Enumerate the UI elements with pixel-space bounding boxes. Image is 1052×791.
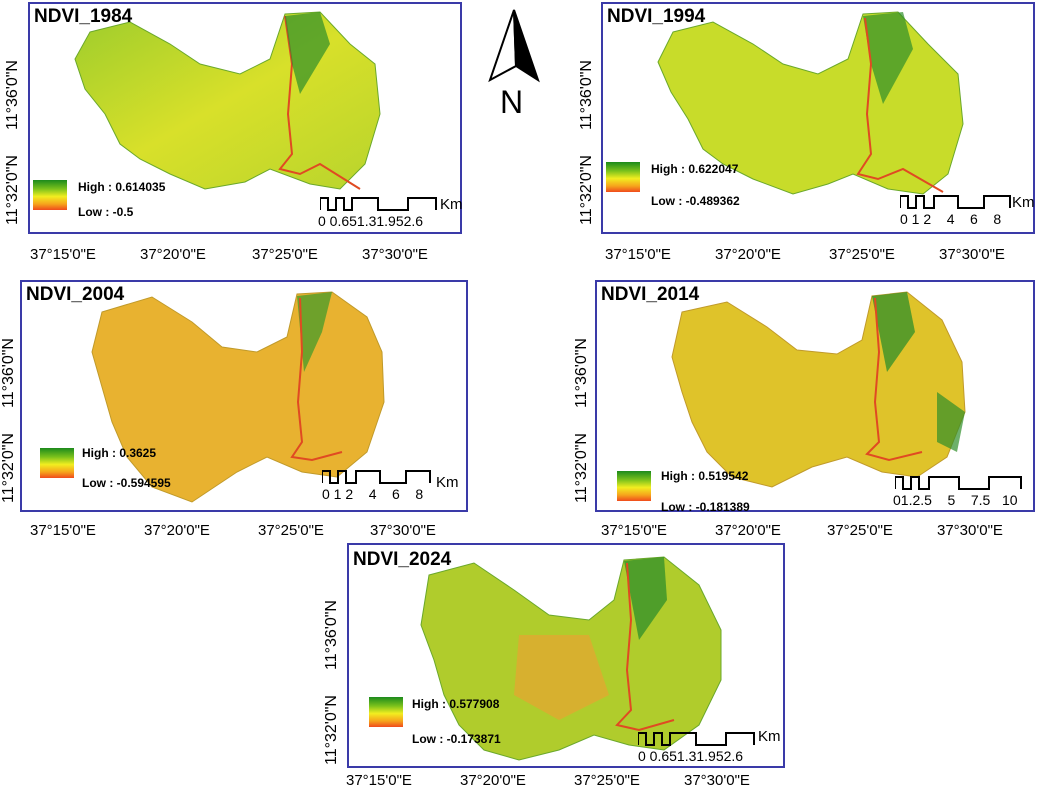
x-tick-label: 37°20'0"E xyxy=(715,246,781,263)
panel-title: NDVI_2024 xyxy=(353,549,452,570)
legend-swatch xyxy=(33,180,67,210)
x-tick-label: 37°15'0"E xyxy=(30,246,96,263)
x-tick-label: 37°30'0"E xyxy=(362,246,428,263)
scale-labels: 0 1 2 4 6 8 xyxy=(900,211,1002,227)
scale-bar xyxy=(638,732,755,746)
y-tick-label-bottom: 11°32'0"N xyxy=(0,433,17,503)
scale-bar xyxy=(322,470,431,484)
scale-labels: 01.2.5 5 7.5 10 xyxy=(893,492,1018,508)
map-frame xyxy=(347,543,785,768)
y-tick-label-bottom: 11°32'0"N xyxy=(573,433,590,503)
north-arrow-label: N xyxy=(500,84,524,120)
panel-title: NDVI_2014 xyxy=(601,284,700,305)
legend-low: Low : -0.489362 xyxy=(651,194,740,208)
map-panel-1984: 11°36'0"N 11°32'0"N 37°15'0"E 37°20'0"E … xyxy=(0,0,470,270)
x-tick-label: 37°20'0"E xyxy=(715,522,781,539)
y-tick-label-bottom: 11°32'0"N xyxy=(578,155,595,225)
x-tick-label: 37°30'0"E xyxy=(939,246,1005,263)
x-tick-label: 37°25'0"E xyxy=(258,522,324,539)
scale-unit: Km xyxy=(440,196,463,213)
legend-low: Low : -0.5 xyxy=(78,205,134,219)
panel-title: NDVI_1994 xyxy=(607,6,706,27)
scale-bar xyxy=(900,195,1011,209)
map-frame xyxy=(20,280,468,512)
ndvi-map-1984 xyxy=(74,11,381,190)
legend-swatch xyxy=(617,471,651,501)
y-tick-label-bottom: 11°32'0"N xyxy=(4,155,21,225)
north-arrow-icon xyxy=(488,9,540,83)
map-panel-2024: 11°36'0"N 11°32'0"N 37°15'0"E 37°20'0"E … xyxy=(320,540,790,791)
legend-swatch xyxy=(40,448,74,478)
x-tick-label: 37°15'0"E xyxy=(30,522,96,539)
y-tick-label-top: 11°36'0"N xyxy=(573,338,590,408)
scale-labels: 0 1 2 4 6 8 xyxy=(322,486,424,502)
y-tick-label-bottom: 11°32'0"N xyxy=(323,695,340,765)
map-frame xyxy=(595,280,1035,512)
legend-high: High : 0.614035 xyxy=(78,180,166,194)
x-tick-label: 37°15'0"E xyxy=(601,522,667,539)
legend-low: Low : -0.181389 xyxy=(661,500,750,514)
x-tick-label: 37°25'0"E xyxy=(827,522,893,539)
legend-swatch xyxy=(606,162,640,192)
scale-unit: Km xyxy=(758,728,781,745)
ndvi-map-2024 xyxy=(420,556,722,761)
legend-swatch xyxy=(369,697,403,727)
ndvi-map-2004 xyxy=(91,291,385,503)
panel-title: NDVI_2004 xyxy=(26,284,125,305)
map-panel-2014: 11°36'0"N 11°32'0"N 37°15'0"E 37°20'0"E … xyxy=(565,278,1045,548)
legend-high: High : 0.3625 xyxy=(82,446,157,460)
x-tick-label: 37°30'0"E xyxy=(370,522,436,539)
ndvi-map-2014 xyxy=(671,291,966,488)
scale-bar xyxy=(895,476,1022,490)
legend-high: High : 0.577908 xyxy=(412,697,500,711)
x-tick-label: 37°30'0"E xyxy=(684,772,750,789)
map-frame xyxy=(28,2,462,234)
legend-high: High : 0.519542 xyxy=(661,469,749,483)
map-panel-2004: 11°36'0"N 11°32'0"N 37°15'0"E 37°20'0"E … xyxy=(0,278,470,548)
legend-low: Low : -0.594595 xyxy=(82,476,171,490)
north-arrow: N xyxy=(486,8,542,123)
x-tick-label: 37°15'0"E xyxy=(605,246,671,263)
x-tick-label: 37°20'0"E xyxy=(144,522,210,539)
legend-low: Low : -0.173871 xyxy=(412,732,501,746)
x-tick-label: 37°15'0"E xyxy=(346,772,412,789)
ndvi-map-1994 xyxy=(657,11,964,195)
x-tick-label: 37°25'0"E xyxy=(829,246,895,263)
scale-unit: Km xyxy=(436,474,459,491)
panel-title: NDVI_1984 xyxy=(34,6,133,27)
map-frame xyxy=(601,2,1035,234)
x-tick-label: 37°25'0"E xyxy=(252,246,318,263)
scale-unit: Km xyxy=(1012,194,1035,211)
y-tick-label-top: 11°36'0"N xyxy=(578,60,595,130)
x-tick-label: 37°20'0"E xyxy=(460,772,526,789)
scale-labels: 0 0.651.31.952.6 xyxy=(318,213,424,229)
legend-high: High : 0.622047 xyxy=(651,162,739,176)
y-tick-label-top: 11°36'0"N xyxy=(323,600,340,670)
x-tick-label: 37°30'0"E xyxy=(937,522,1003,539)
scale-bar xyxy=(320,197,437,211)
x-tick-label: 37°25'0"E xyxy=(574,772,640,789)
map-panel-1994: 11°36'0"N 11°32'0"N 37°15'0"E 37°20'0"E … xyxy=(575,0,1045,270)
x-tick-label: 37°20'0"E xyxy=(140,246,206,263)
y-tick-label-top: 11°36'0"N xyxy=(4,60,21,130)
scale-labels: 0 0.651.31.952.6 xyxy=(638,748,744,764)
y-tick-label-top: 11°36'0"N xyxy=(0,338,17,408)
